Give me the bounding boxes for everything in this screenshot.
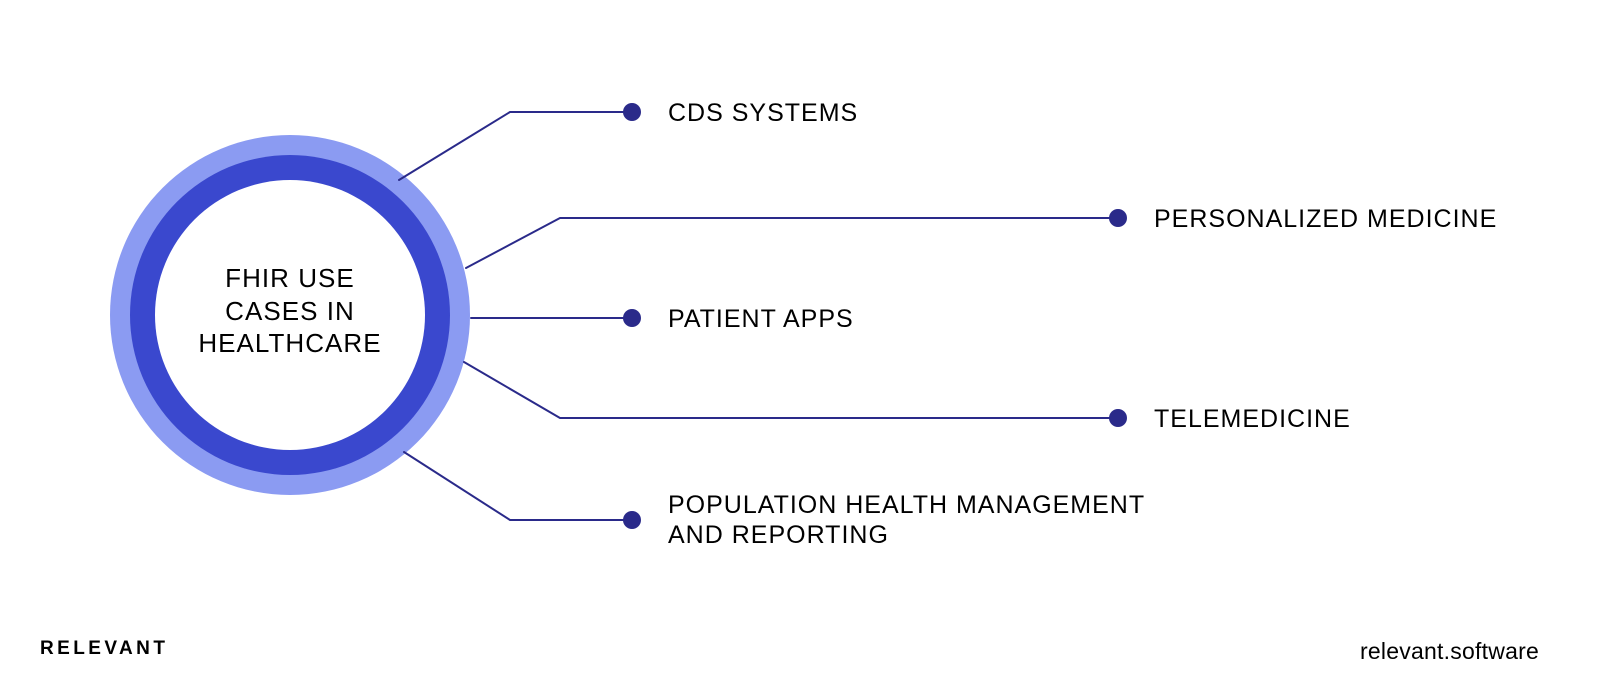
branch-label-personalized-medicine: PERSONALIZED MEDICINE bbox=[1154, 204, 1497, 234]
branch-label-cds: CDS SYSTEMS bbox=[668, 98, 858, 128]
branch-label-telemedicine: TELEMEDICINE bbox=[1154, 404, 1351, 434]
footer-url: relevant.software bbox=[1360, 638, 1539, 665]
hub-title: FHIR USE CASES IN HEALTHCARE bbox=[190, 262, 390, 360]
diagram-canvas: FHIR USE CASES IN HEALTHCARE CDS SYSTEMS… bbox=[0, 0, 1600, 685]
footer-brand: RELEVANT bbox=[40, 638, 168, 660]
branch-label-patient-apps: PATIENT APPS bbox=[668, 304, 854, 334]
branch-label-population-health: POPULATION HEALTH MANAGEMENT AND REPORTI… bbox=[668, 490, 1148, 550]
